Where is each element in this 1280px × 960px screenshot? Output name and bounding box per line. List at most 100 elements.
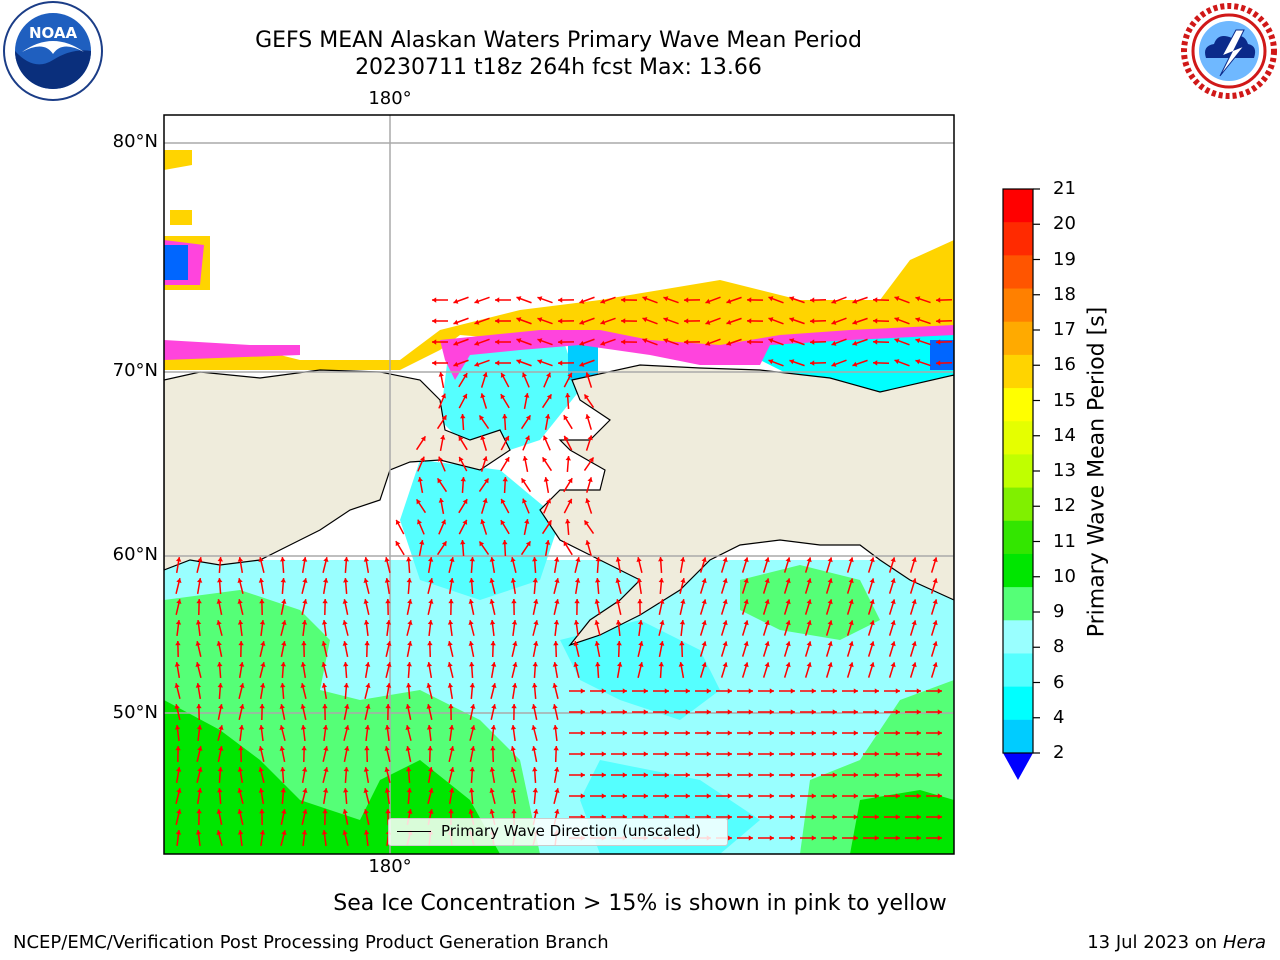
wave-arrow-head xyxy=(521,478,527,484)
wave-arrow-head xyxy=(769,730,774,736)
wave-arrow-head xyxy=(363,830,370,835)
wave-arrow-head xyxy=(937,688,942,694)
wave-arrow-head xyxy=(469,578,475,583)
wave-arrow-head xyxy=(894,317,900,323)
wave-arrow-head xyxy=(469,683,475,688)
wave-arrow-head xyxy=(806,641,812,647)
wave-arrow-head xyxy=(810,297,815,303)
colorbar-tick-label: 15 xyxy=(1053,389,1076,411)
wave-arrow-head xyxy=(447,683,454,688)
wave-arrow-head xyxy=(595,578,601,583)
wave-arrow-head xyxy=(895,814,900,820)
wave-arrow-head xyxy=(932,557,938,563)
wave-arrow-head xyxy=(584,520,590,526)
wave-arrow-head xyxy=(258,725,265,730)
wave-arrow-head xyxy=(587,477,593,483)
wave-arrow-head xyxy=(218,746,224,751)
wave-arrow-head xyxy=(706,688,711,694)
wave-arrow-head xyxy=(594,599,600,604)
wave-arrow-head xyxy=(806,578,812,584)
wave-arrow-head xyxy=(743,620,749,626)
wave-arrow-head xyxy=(748,688,753,694)
wave-arrow-head xyxy=(659,641,665,646)
wave-arrow-head xyxy=(468,620,474,626)
wave-arrow-head xyxy=(659,620,665,626)
wave-arrow-head xyxy=(790,751,795,757)
wave-arrow-head xyxy=(258,578,265,583)
wave-arrow-head xyxy=(579,298,585,304)
wave-arrow-head xyxy=(432,318,437,324)
wave-arrow-head xyxy=(768,317,774,323)
wave-arrow-head xyxy=(874,709,879,715)
wave-arrow-head xyxy=(280,788,286,793)
wave-arrow-head xyxy=(743,641,749,647)
wave-arrow-head xyxy=(832,730,837,736)
wave-arrow-head xyxy=(936,339,941,345)
wave-arrow-head xyxy=(810,360,815,366)
wave-arrow-head xyxy=(678,662,684,667)
wave-arrow-head xyxy=(553,641,559,646)
wave-arrow-head xyxy=(785,662,791,668)
wave-arrow-head xyxy=(827,557,833,563)
wave-arrow-head xyxy=(874,793,879,799)
wave-arrow-head xyxy=(727,688,732,694)
wave-arrow-head xyxy=(600,298,606,304)
wave-arrow-head xyxy=(385,599,391,604)
wave-arrow-head xyxy=(453,361,459,367)
wave-arrow-head xyxy=(176,599,182,604)
wave-arrow-head xyxy=(726,340,732,346)
wave-arrow-head xyxy=(642,338,648,344)
wave-arrow-head xyxy=(279,704,285,709)
wave-arrow-head xyxy=(259,704,265,709)
wave-arrow-head xyxy=(563,415,569,421)
wave-arrow-head xyxy=(546,394,552,400)
wave-arrow-head xyxy=(764,557,770,563)
wave-arrow-head xyxy=(406,557,412,562)
wave-arrow-head xyxy=(552,683,558,688)
wave-arrow-head xyxy=(237,788,243,793)
wave-arrow-head xyxy=(658,662,664,667)
wave-arrow-head xyxy=(574,578,581,583)
wave-arrow-head xyxy=(916,709,921,715)
wave-arrow-head xyxy=(585,540,591,546)
wave-arrow-head xyxy=(448,809,454,814)
wave-arrow-head xyxy=(811,688,816,694)
wave-arrow-head xyxy=(543,477,549,482)
wave-arrow-head xyxy=(615,557,621,562)
wave-arrow-head xyxy=(553,620,560,625)
wave-arrow-head xyxy=(601,751,606,757)
wave-arrow-head xyxy=(217,683,223,688)
wave-arrow-head xyxy=(343,578,349,583)
wave-arrow-head xyxy=(552,725,559,730)
wave-arrow-head xyxy=(427,641,433,646)
wave-arrow-head xyxy=(342,830,348,836)
wave-arrow-head xyxy=(174,704,180,709)
wave-arrow-head xyxy=(622,730,627,736)
wave-arrow-head xyxy=(637,620,644,625)
wave-arrow-head xyxy=(853,709,858,715)
wave-arrow-head xyxy=(438,456,443,462)
wave-arrow-head xyxy=(769,814,774,820)
wave-arrow-head xyxy=(869,641,875,647)
wave-arrow-head xyxy=(936,318,941,324)
wave-arrow-head xyxy=(537,296,543,302)
wave-arrow-head xyxy=(407,641,413,646)
wave-arrow-head xyxy=(663,317,669,323)
wave-arrow-head xyxy=(594,641,600,646)
wave-arrow-head xyxy=(532,767,538,772)
colorbar-segment xyxy=(1003,288,1033,323)
wave-arrow-head xyxy=(580,751,585,757)
wave-arrow-head xyxy=(932,620,938,626)
wave-arrow-head xyxy=(832,835,837,841)
wave-arrow-head xyxy=(502,477,508,482)
wave-arrow-head xyxy=(852,319,858,325)
wave-direction-arrows xyxy=(174,296,953,847)
wave-arrow-head xyxy=(558,339,563,345)
wave-arrow-head xyxy=(806,557,812,563)
wave-arrow-head xyxy=(343,767,349,772)
colorbar xyxy=(1002,188,1040,780)
wave-arrow-head xyxy=(701,578,707,584)
wave-arrow-head xyxy=(321,662,327,667)
colorbar-tick-label: 14 xyxy=(1053,424,1076,446)
wave-arrow-head xyxy=(511,809,517,814)
